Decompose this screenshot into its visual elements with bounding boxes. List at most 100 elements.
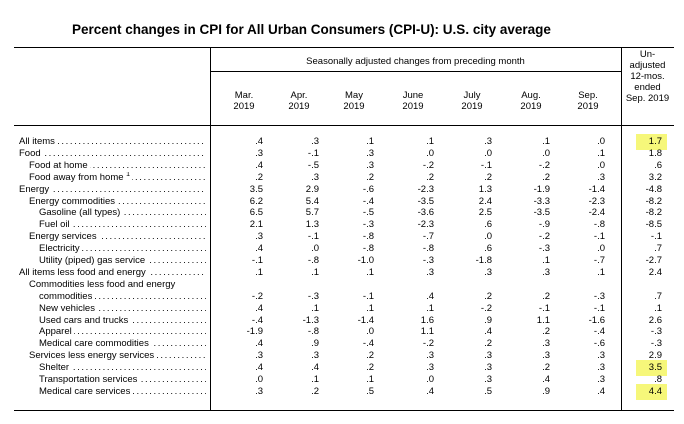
leader-dots: ........................................… <box>19 183 206 195</box>
row-label-text: New vehicles <box>39 302 97 314</box>
monthly-change-value: 1.3 <box>305 219 319 231</box>
monthly-change-value: -1.9 <box>533 183 550 195</box>
month-header: Sep. 2019 <box>563 90 613 112</box>
monthly-change-value: .2 <box>366 171 374 183</box>
monthly-change-value: 6.2 <box>249 195 263 207</box>
monthly-change-value: -.5 <box>307 159 319 171</box>
monthly-change-value: .2 <box>311 385 319 397</box>
row-label: ........................................… <box>39 219 206 231</box>
monthly-change-value: 1.1 <box>420 326 434 338</box>
leader-dots: ........................................… <box>39 219 206 231</box>
stub-column-divider <box>210 47 211 411</box>
row-label: ........................................… <box>19 183 206 196</box>
monthly-change-value: .0 <box>484 147 492 159</box>
row-label-text: Electricity <box>39 243 82 255</box>
row-label-text: Utility (piped) gas service <box>39 255 148 266</box>
monthly-change-value: -1.8 <box>475 255 492 266</box>
monthly-change-value: -.8 <box>422 243 434 255</box>
row-label-text: All items <box>19 136 57 147</box>
table-row: ........................................… <box>0 255 684 267</box>
monthly-change-value: .3 <box>542 266 550 278</box>
leader-dots: ........................................… <box>29 231 206 243</box>
monthly-change-value: .0 <box>597 159 605 171</box>
monthly-change-value: .1 <box>366 266 374 278</box>
monthly-change-value: .1 <box>255 266 263 278</box>
monthly-change-value: -2.3 <box>417 219 434 231</box>
monthly-change-value: .5 <box>484 385 492 397</box>
monthly-change-value: .3 <box>255 385 263 397</box>
monthly-change-value: -.8 <box>362 243 374 255</box>
monthly-change-value: .1 <box>311 374 319 385</box>
monthly-change-value: .3 <box>255 147 263 159</box>
monthly-change-value: -3.3 <box>533 195 550 207</box>
unadjusted-12mo-value: 4.4 <box>648 385 662 397</box>
monthly-change-value: .9 <box>484 314 492 326</box>
monthly-change-value: -.4 <box>362 195 374 207</box>
monthly-change-value: -1.3 <box>302 314 319 326</box>
unadjusted-12mo-value: -.1 <box>650 231 662 243</box>
monthly-change-value: .2 <box>426 171 434 183</box>
month-header-year: 2019 <box>520 101 542 112</box>
monthly-change-value: .6 <box>484 243 492 255</box>
monthly-change-value: -.2 <box>422 159 434 171</box>
monthly-change-value: -.4 <box>251 314 263 326</box>
row-label: ........................................… <box>39 338 206 350</box>
unadjusted-12mo-value: -2.7 <box>645 255 662 266</box>
monthly-change-value: -.2 <box>480 302 492 314</box>
unadjusted-12mo-value: 3.2 <box>648 171 662 183</box>
row-label: ........................................… <box>29 350 206 362</box>
monthly-change-value: .1 <box>311 302 319 314</box>
table-row: ........................................… <box>0 374 684 386</box>
leader-dots: ........................................… <box>39 243 206 255</box>
monthly-change-value: .3 <box>311 350 319 362</box>
monthly-change-value: .3 <box>597 171 605 183</box>
monthly-change-value: .0 <box>366 326 374 338</box>
row-label: ........................................… <box>39 362 206 374</box>
row-label: ........................................… <box>39 255 206 267</box>
monthly-change-value: .3 <box>484 266 492 278</box>
month-header-year: 2019 <box>288 101 310 112</box>
unadjusted-12mo-value: -8.2 <box>645 195 662 207</box>
monthly-change-value: -3.6 <box>417 207 434 219</box>
leader-dots: ........................................… <box>39 207 206 219</box>
monthly-change-value: .3 <box>366 147 374 159</box>
monthly-change-value: .3 <box>311 171 319 183</box>
monthly-change-value: .3 <box>366 159 374 171</box>
monthly-change-value: .3 <box>542 350 550 362</box>
month-header-year: 2019 <box>233 101 255 112</box>
monthly-change-value: .3 <box>426 350 434 362</box>
monthly-change-value: -.3 <box>538 243 550 255</box>
leader-dots: ........................................… <box>39 290 206 302</box>
monthly-change-value: .3 <box>255 231 263 243</box>
monthly-change-value: .3 <box>426 266 434 278</box>
leader-dots: ........................................… <box>39 362 206 374</box>
monthly-change-value: -.1 <box>251 255 263 266</box>
row-label-text: Gasoline (all types) <box>39 207 123 219</box>
monthly-change-value: -.1 <box>307 231 319 243</box>
monthly-change-value: -.8 <box>593 219 605 231</box>
monthly-change-value: .1 <box>366 136 374 147</box>
monthly-change-value: .1 <box>311 266 319 278</box>
monthly-change-value: .4 <box>255 362 263 374</box>
monthly-change-value: -.2 <box>251 290 263 302</box>
monthly-change-value: .1 <box>597 147 605 159</box>
row-label: Commodities less food and energy <box>29 278 206 291</box>
monthly-change-value: .4 <box>255 136 263 147</box>
monthly-change-value: .2 <box>366 362 374 374</box>
row-label-text: Fuel oil <box>39 219 72 231</box>
monthly-change-value: .4 <box>542 374 550 385</box>
monthly-change-value: .4 <box>311 362 319 374</box>
monthly-change-value: -.8 <box>307 255 319 266</box>
row-label: ........................................… <box>39 374 206 386</box>
monthly-change-value: .2 <box>542 326 550 338</box>
footnote-marker: 1 <box>126 171 131 178</box>
monthly-change-value: -.1 <box>538 302 550 314</box>
monthly-change-value: -.7 <box>593 255 605 266</box>
monthly-change-value: .6 <box>484 219 492 231</box>
row-label-text: Food at home <box>29 159 90 171</box>
highlight-marker <box>636 360 667 376</box>
monthly-change-value: .0 <box>597 243 605 255</box>
unadjusted-12mo-value: 3.5 <box>648 362 662 374</box>
unadjusted-12mo-value: .7 <box>654 243 662 255</box>
row-label-text: Used cars and trucks <box>39 314 131 326</box>
